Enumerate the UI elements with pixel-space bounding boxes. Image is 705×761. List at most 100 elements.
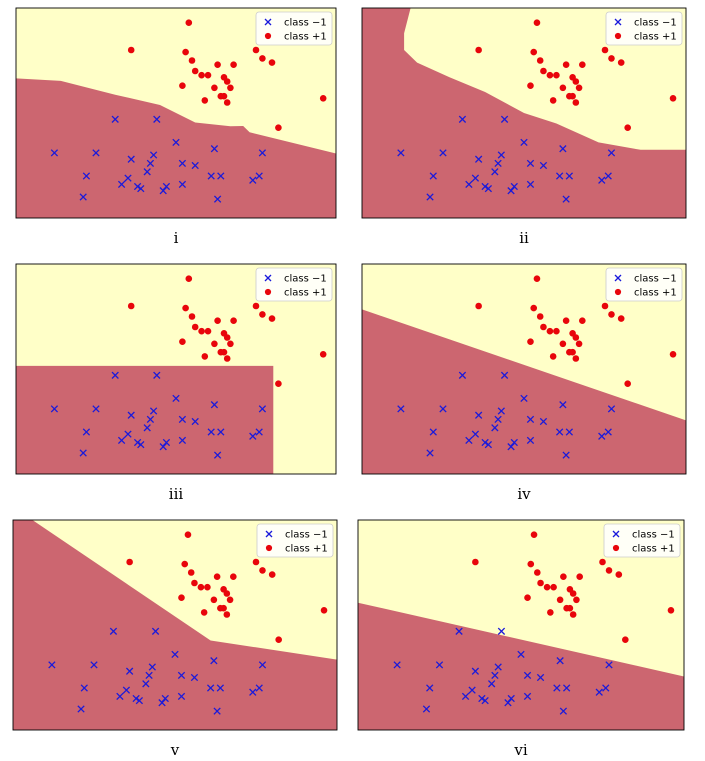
point-class-neg: [526, 159, 535, 168]
point-class-neg: [132, 694, 140, 703]
point-class-neg: [474, 155, 483, 163]
legend-marker-pos: [264, 32, 272, 40]
point-class-pos: [569, 590, 577, 597]
point-class-pos: [527, 82, 534, 89]
point-class-neg: [191, 417, 199, 426]
legend: class −1 class +1: [255, 267, 333, 302]
legend-box: [256, 523, 334, 558]
point-class-pos: [530, 531, 538, 538]
point-class-neg: [125, 667, 134, 675]
axes-frame: [15, 263, 337, 475]
point-class-pos: [127, 46, 135, 54]
point-class-neg: [210, 401, 219, 409]
point-class-neg: [458, 371, 467, 379]
point-class-neg: [455, 627, 463, 635]
point-class-neg: [111, 115, 119, 123]
panel-caption: vi: [513, 741, 527, 759]
point-class-neg: [500, 371, 509, 379]
point-class-pos: [546, 327, 554, 335]
panel-caption: iv: [517, 485, 531, 503]
point-class-pos: [223, 355, 231, 362]
point-class-neg: [562, 684, 571, 692]
legend-box: [605, 267, 683, 302]
point-class-pos: [566, 92, 573, 100]
point-class-pos: [608, 55, 615, 62]
point-class-pos: [201, 353, 209, 360]
point-class-pos: [230, 317, 237, 325]
point-class-neg: [517, 650, 525, 659]
point-class-neg: [207, 428, 215, 436]
point-class-pos: [601, 302, 609, 310]
point-class-neg: [148, 663, 156, 671]
point-class-neg: [258, 661, 267, 669]
point-class-pos: [181, 560, 189, 568]
point-class-neg: [116, 692, 124, 701]
point-class-pos: [179, 82, 186, 89]
point-class-neg: [133, 438, 142, 447]
point-class-pos: [553, 71, 560, 79]
point-class-neg: [159, 187, 167, 195]
point-class-neg: [206, 684, 215, 692]
point-class-neg: [162, 438, 171, 447]
point-class-pos: [127, 302, 135, 310]
panel-caption: v: [170, 741, 180, 759]
point-class-neg: [159, 443, 167, 451]
legend-marker-neg: [614, 18, 622, 26]
point-class-neg: [458, 115, 467, 123]
point-class-pos: [275, 124, 282, 131]
point-class-neg: [127, 155, 135, 163]
legend-box: [255, 11, 333, 46]
point-class-neg: [213, 451, 222, 459]
point-class-pos: [569, 611, 577, 618]
point-class-pos: [472, 558, 479, 566]
legend: class −1 class +1: [255, 11, 333, 46]
point-class-neg: [562, 195, 570, 203]
point-class-pos: [201, 97, 209, 104]
point-class-pos: [617, 59, 625, 66]
point-class-neg: [474, 411, 483, 419]
point-class-pos: [575, 84, 583, 92]
point-class-pos: [576, 573, 583, 580]
point-class-neg: [80, 684, 88, 692]
legend-marker-pos: [265, 544, 273, 552]
panel-i: class −1 class +1 i: [15, 7, 337, 247]
region-negative: [358, 602, 684, 730]
legend-label-neg: class −1: [285, 530, 328, 541]
point-class-neg: [604, 172, 612, 180]
point-class-pos: [223, 99, 231, 106]
point-class-neg: [468, 686, 476, 694]
point-class-neg: [143, 168, 151, 176]
point-class-pos: [549, 97, 557, 104]
point-class-neg: [598, 432, 606, 440]
point-class-pos: [268, 571, 276, 578]
point-class-neg: [556, 657, 564, 665]
point-class-neg: [565, 172, 574, 180]
point-class-neg: [439, 405, 447, 413]
point-class-pos: [562, 317, 570, 325]
point-class-pos: [530, 48, 538, 56]
point-class-neg: [536, 673, 545, 682]
legend-marker-pos: [612, 544, 620, 552]
point-class-neg: [258, 405, 267, 413]
legend-label-neg: class −1: [632, 530, 675, 541]
point-class-neg: [210, 657, 218, 665]
point-class-pos: [527, 560, 535, 568]
panel-caption: iii: [169, 485, 184, 503]
point-class-pos: [184, 531, 192, 538]
point-class-neg: [90, 661, 98, 669]
point-class-neg: [135, 696, 144, 705]
point-class-neg: [146, 159, 155, 168]
point-class-pos: [572, 334, 580, 341]
point-class-neg: [461, 692, 470, 701]
axes-frame: [361, 263, 687, 475]
point-class-neg: [604, 428, 612, 436]
point-class-neg: [50, 405, 59, 413]
point-class-neg: [111, 371, 119, 379]
point-class-neg: [607, 405, 616, 413]
point-class-neg: [526, 415, 535, 424]
point-class-pos: [259, 311, 266, 318]
point-class-neg: [491, 168, 499, 176]
point-class-neg: [471, 667, 480, 675]
panel-iii: class −1 class +1 iii: [15, 263, 337, 503]
